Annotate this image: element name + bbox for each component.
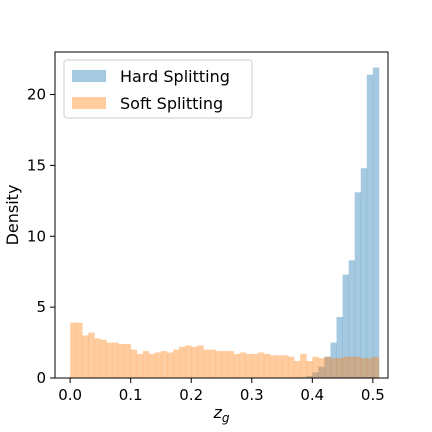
histogram-bar	[330, 358, 337, 378]
histogram-bar	[94, 338, 101, 378]
histogram-bar	[360, 358, 368, 378]
histogram-bar	[221, 351, 228, 378]
legend-entry-label: Hard Splitting	[120, 67, 230, 86]
axes-layer: 0.0 0.1 0.2 0.3 0.4 0.5 0 5 10 15 20 zg Density	[3, 51, 389, 425]
histogram-bar	[124, 343, 131, 378]
histogram-bar	[191, 346, 198, 378]
y-tick-label: 5	[36, 298, 46, 316]
histogram-bar	[251, 353, 259, 378]
histogram-bar	[245, 353, 253, 378]
x-tick-label: 0.5	[361, 386, 385, 404]
histogram-bar	[312, 372, 319, 378]
histogram-bar	[233, 353, 240, 378]
histogram-bar	[82, 335, 89, 378]
histogram-bar	[324, 356, 331, 378]
histogram-bar	[372, 67, 380, 378]
histogram-bar	[366, 74, 374, 379]
x-tick-label: 0.2	[179, 386, 203, 404]
histogram-bar	[154, 352, 162, 378]
legend-swatch	[72, 70, 106, 82]
histogram-bar	[112, 342, 119, 378]
series-soft-splitting	[70, 322, 380, 378]
histogram-bar	[306, 360, 313, 378]
histogram-bar	[300, 353, 307, 378]
histogram-bar	[227, 351, 234, 378]
histogram-bar	[100, 339, 107, 378]
histogram-bar	[173, 349, 180, 378]
histogram-bar	[294, 360, 301, 378]
histogram-bar	[282, 355, 289, 378]
histogram-bar	[318, 358, 325, 378]
series-hard-splitting	[300, 67, 380, 379]
x-tick-label: 0.1	[119, 386, 143, 404]
histogram-bar	[336, 317, 343, 378]
histogram-bar	[197, 345, 204, 378]
legend-swatch	[72, 97, 106, 109]
legend-box	[63, 59, 253, 119]
y-tick-label: 10	[27, 227, 46, 245]
histogram-bar	[288, 356, 295, 378]
histogram-bar	[118, 343, 125, 378]
x-tick-label: 0.3	[240, 386, 264, 404]
y-tick-label: 20	[27, 86, 46, 104]
histogram-bar	[106, 342, 113, 378]
legend: Hard Splitting Soft Splitting	[63, 59, 253, 119]
histogram-bar	[269, 355, 277, 378]
histogram-bar	[148, 353, 156, 378]
histogram-bar	[263, 353, 271, 378]
histogram-bar	[88, 332, 95, 378]
histogram-bar	[209, 349, 216, 378]
histogram-bar	[76, 322, 83, 378]
histogram-bar	[354, 356, 362, 378]
bars-layer	[70, 67, 380, 379]
histogram-bar	[372, 356, 380, 378]
histogram-bar	[354, 192, 362, 378]
histogram-bar	[167, 352, 174, 378]
histogram-bar	[306, 375, 313, 378]
legend-entry-label: Soft Splitting	[120, 94, 223, 113]
histogram-bar	[185, 345, 192, 378]
x-tick-label: 0.4	[300, 386, 324, 404]
x-tick-label: 0.0	[58, 386, 82, 404]
histogram-bar	[348, 356, 355, 378]
histogram-bar	[330, 342, 337, 378]
histogram-bar	[160, 351, 168, 378]
histogram-bar	[312, 356, 319, 378]
y-tick-label: 15	[27, 156, 46, 174]
histogram-bar	[324, 356, 331, 378]
histogram-bar	[136, 353, 144, 378]
histogram-bar	[342, 274, 349, 378]
histogram-bar	[336, 358, 343, 378]
histogram-bar	[360, 168, 368, 378]
histogram-bar	[179, 346, 186, 378]
y-tick-label: 0	[36, 369, 46, 387]
histogram-bar	[215, 351, 222, 378]
histogram-bar	[257, 352, 265, 378]
x-axis-label: zg	[212, 403, 229, 425]
histogram-bar	[239, 352, 247, 378]
histogram-bar	[348, 260, 355, 378]
y-axis-label: Density	[3, 185, 22, 246]
histogram-bar	[275, 355, 283, 378]
histogram-bar	[142, 351, 150, 378]
histogram-bar	[203, 349, 210, 378]
histogram-bar	[318, 366, 325, 378]
histogram-bar	[130, 349, 138, 378]
histogram-bar	[70, 322, 77, 378]
plot-frame	[54, 51, 389, 379]
histogram-bar	[342, 356, 349, 378]
histogram-bar	[366, 358, 374, 378]
